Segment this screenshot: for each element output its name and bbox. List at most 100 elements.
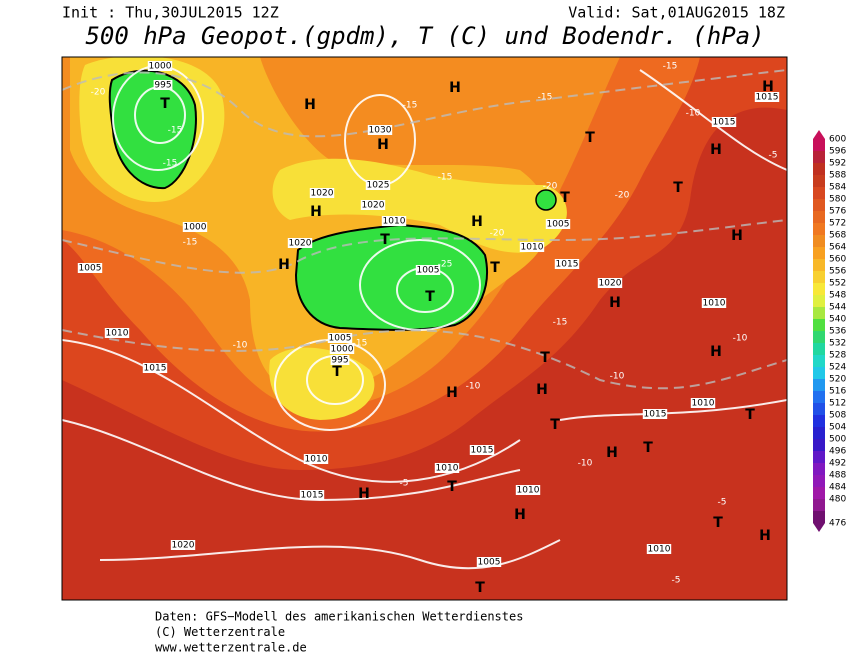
low-marker: T xyxy=(425,289,435,305)
legend-swatch xyxy=(813,283,825,295)
pressure-label: 1010 xyxy=(521,243,544,253)
temperature-label: -10 xyxy=(578,459,593,469)
label-box xyxy=(147,61,173,71)
pressure-label: 1015 xyxy=(144,364,167,374)
label-box xyxy=(104,328,130,338)
legend-level: 500 xyxy=(829,435,846,445)
legend-swatch xyxy=(813,307,825,319)
legend-swatch xyxy=(813,223,825,235)
temperature-label: -10 xyxy=(466,382,481,392)
legend-level: 600 xyxy=(829,135,846,145)
low-marker: T xyxy=(673,180,683,196)
legend-swatch xyxy=(813,163,825,175)
pressure-label: 1010 xyxy=(692,399,715,409)
low-marker: T xyxy=(643,440,653,456)
high-marker: H xyxy=(471,214,483,230)
label-box xyxy=(701,298,727,308)
footer-line: Daten: GFS−Modell des amerikanischen Wet… xyxy=(155,610,523,624)
legend-level: 596 xyxy=(829,147,846,157)
low-marker: T xyxy=(550,417,560,433)
legend-level: 492 xyxy=(829,459,846,469)
legend-swatch xyxy=(813,415,825,427)
legend-level: 512 xyxy=(829,399,846,409)
temperature-label: -20 xyxy=(490,229,505,239)
temperature-label: -15 xyxy=(438,173,453,183)
pressure-label: 1005 xyxy=(547,220,570,230)
legend-swatch xyxy=(813,175,825,187)
legend-level: 572 xyxy=(829,219,846,229)
label-box xyxy=(476,557,502,567)
legend-swatch xyxy=(813,331,825,343)
high-marker: H xyxy=(710,142,722,158)
label-box xyxy=(142,363,168,373)
legend-level: 480 xyxy=(829,495,846,505)
init-time: Init : Thu,30JUL2015 12Z xyxy=(62,4,279,22)
pressure-label: 1000 xyxy=(184,223,207,233)
legend-swatch xyxy=(813,355,825,367)
legend-level: 588 xyxy=(829,171,846,181)
legend-swatch xyxy=(813,211,825,223)
low-marker: T xyxy=(475,580,485,596)
label-box xyxy=(303,454,329,464)
label-box xyxy=(287,238,313,248)
legend-swatch xyxy=(813,367,825,379)
legend-level: 516 xyxy=(829,387,846,397)
pressure-label: 1010 xyxy=(305,455,328,465)
temperature-label: -15 xyxy=(163,159,178,169)
legend-swatch xyxy=(813,319,825,331)
legend-arrow-bottom xyxy=(813,523,825,532)
legend-swatch xyxy=(813,235,825,247)
label-box xyxy=(515,485,541,495)
label-box xyxy=(754,92,780,102)
temperature-label: -5 xyxy=(400,479,409,489)
legend-level: 532 xyxy=(829,339,846,349)
legend-level: 592 xyxy=(829,159,846,169)
legend-level: 508 xyxy=(829,411,846,421)
legend-level: 496 xyxy=(829,447,846,457)
temperature-label: -15 xyxy=(553,318,568,328)
low-marker: T xyxy=(560,190,570,206)
legend-level: 540 xyxy=(829,315,846,325)
temperature-label: -15 xyxy=(538,93,553,103)
label-box xyxy=(77,263,103,273)
legend-swatch xyxy=(813,463,825,475)
temperature-label: -15 xyxy=(353,339,368,349)
pressure-label: 1020 xyxy=(599,279,622,289)
legend-swatch xyxy=(813,475,825,487)
legend-level: 528 xyxy=(829,351,846,361)
color-legend: 600 596 592 588 584 580 576 572 568 564 560 556 552 5… xyxy=(813,130,846,532)
temperature-label: -15 xyxy=(403,101,418,111)
legend-level: 488 xyxy=(829,471,846,481)
legend-level: 548 xyxy=(829,291,846,301)
legend-swatch xyxy=(813,487,825,499)
low-marker: T xyxy=(540,350,550,366)
temperature-label: -15 xyxy=(183,238,198,248)
legend-swatch xyxy=(813,139,825,151)
valid-time: Valid: Sat,01AUG2015 18Z xyxy=(568,4,785,22)
pressure-label: 1020 xyxy=(172,541,195,551)
low-marker: T xyxy=(160,96,170,112)
label-box xyxy=(329,344,355,354)
label-box xyxy=(381,216,407,226)
temperature-label: -10 xyxy=(686,109,701,119)
pressure-label: 1010 xyxy=(517,486,540,496)
label-box xyxy=(434,463,460,473)
map-frame xyxy=(61,56,788,601)
label-box xyxy=(360,200,386,210)
low-marker: T xyxy=(332,364,342,380)
temperature-label: -10 xyxy=(733,334,748,344)
legend-swatch xyxy=(813,451,825,463)
legend-arrow-top xyxy=(813,130,825,139)
label-box xyxy=(642,409,668,419)
pressure-label: 1025 xyxy=(367,181,390,191)
high-marker: H xyxy=(514,507,526,523)
legend-level: 504 xyxy=(829,423,846,433)
temperature-label: -15 xyxy=(663,62,678,72)
high-marker: H xyxy=(278,257,290,273)
pressure-label: 1000 xyxy=(331,345,354,355)
label-box xyxy=(469,445,495,455)
high-marker: H xyxy=(710,344,722,360)
pressure-label: 1020 xyxy=(362,201,385,211)
temperature-label: -5 xyxy=(718,498,727,508)
